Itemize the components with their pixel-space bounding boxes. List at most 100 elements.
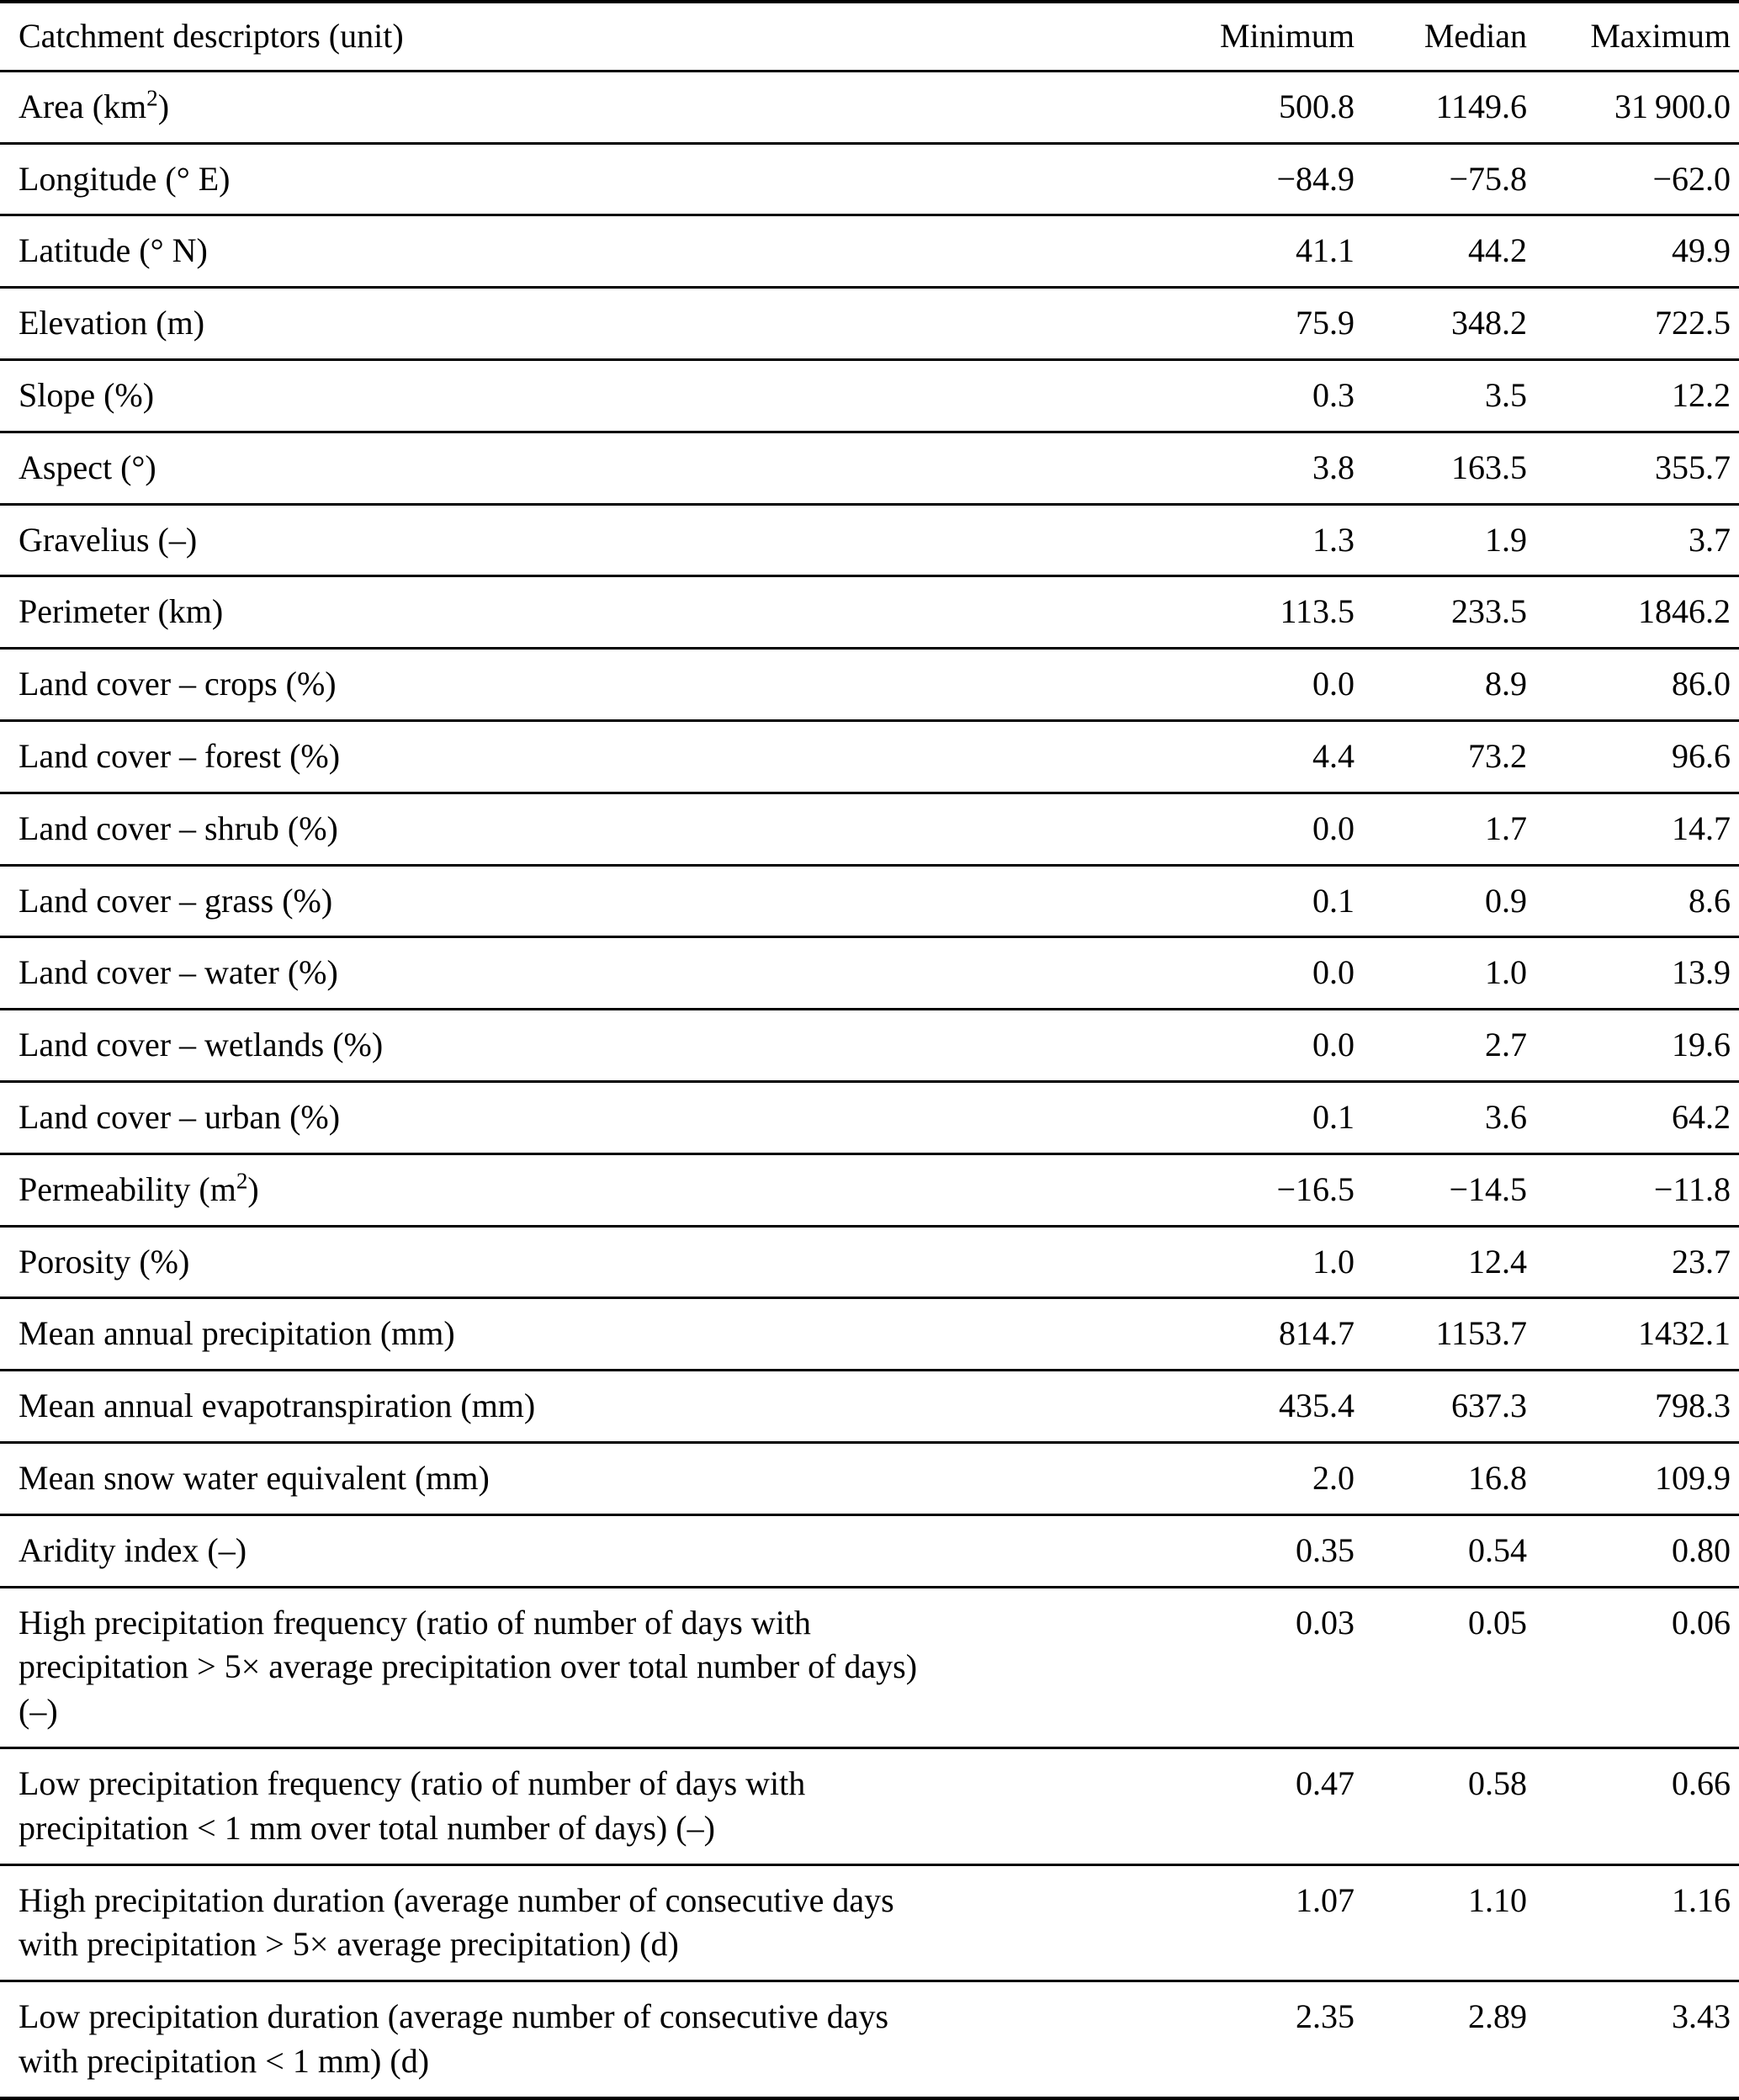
descriptor-cell: Land cover – crops (%)	[0, 649, 951, 721]
maximum-value: 19.6	[1672, 1026, 1731, 1064]
table-row: Aridity index (–) 0.35 0.54 0.80	[0, 1514, 1739, 1588]
minimum-value: 814.7	[1279, 1314, 1355, 1353]
descriptor-cell: Land cover – urban (%)	[0, 1081, 951, 1153]
median-value: 1153.7	[1435, 1314, 1527, 1353]
table-row: Slope (%) 0.3 3.5 12.2	[0, 359, 1739, 432]
median-value: 0.9	[1485, 881, 1527, 920]
table-row: Mean snow water equivalent (mm) 2.0 16.8…	[0, 1442, 1739, 1515]
descriptor-cell: Longitude (° E)	[0, 143, 951, 215]
descriptor-label: Land cover – water (%)	[19, 953, 338, 992]
descriptor-cell: Mean annual precipitation (mm)	[0, 1298, 951, 1371]
descriptor-label: Gravelius (–)	[19, 520, 198, 559]
descriptor-label: Low precipitation duration (average numb…	[19, 1997, 889, 2080]
minimum-value: 0.0	[1312, 1026, 1355, 1064]
table-row: Land cover – forest (%) 4.4 73.2 96.6	[0, 720, 1739, 793]
minimum-value: 0.0	[1312, 665, 1355, 703]
maximum-value: 14.7	[1672, 809, 1731, 847]
table-row: Land cover – wetlands (%) 0.0 2.7 19.6	[0, 1010, 1739, 1082]
maximum-value: 13.9	[1672, 953, 1731, 992]
maximum-value: 86.0	[1672, 665, 1731, 703]
descriptor-label: Land cover – grass (%)	[19, 881, 333, 920]
minimum-value: 0.0	[1312, 809, 1355, 847]
descriptor-cell: Permeability (m2)	[0, 1153, 951, 1226]
descriptor-label: Area (km	[19, 87, 147, 125]
median-value: 8.9	[1485, 665, 1527, 703]
maximum-value: 31 900.0	[1614, 87, 1731, 125]
table-row: Land cover – urban (%) 0.1 3.6 64.2	[0, 1081, 1739, 1154]
minimum-value: 0.1	[1312, 1097, 1355, 1136]
median-value: 637.3	[1451, 1387, 1527, 1425]
table-row: Permeability (m2) −16.5 −14.5 −11.8	[0, 1153, 1739, 1227]
minimum-value: 1.07	[1296, 1880, 1355, 1919]
maximum-value: 722.5	[1655, 304, 1731, 342]
table-row: Perimeter (km) 113.5 233.5 1846.2	[0, 576, 1739, 649]
descriptor-label: Mean snow water equivalent (mm)	[19, 1458, 490, 1497]
table-row: Gravelius (–) 1.3 1.9 3.7	[0, 504, 1739, 576]
table-row: Porosity (%) 1.0 12.4 23.7	[0, 1226, 1739, 1298]
descriptor-cell: Land cover – water (%)	[0, 937, 951, 1010]
descriptor-label: Longitude (° E)	[19, 159, 231, 198]
maximum-value: 1432.1	[1638, 1314, 1731, 1353]
maximum-value: 12.2	[1672, 375, 1731, 414]
maximum-value: 3.7	[1689, 520, 1731, 559]
maximum-value: 3.43	[1672, 1997, 1731, 2036]
minimum-value: 2.35	[1296, 1997, 1355, 2036]
maximum-value: 1846.2	[1638, 592, 1731, 631]
median-value: 2.7	[1485, 1026, 1527, 1064]
maximum-value: 8.6	[1689, 881, 1731, 920]
descriptor-cell: Low precipitation frequency (ratio of nu…	[0, 1747, 951, 1864]
descriptor-cell: Land cover – wetlands (%)	[0, 1010, 951, 1082]
minimum-value: 0.0	[1312, 953, 1355, 992]
maximum-value: 0.06	[1672, 1603, 1731, 1641]
descriptor-label: Slope (%)	[19, 375, 155, 414]
descriptor-label: Land cover – shrub (%)	[19, 809, 338, 847]
column-header-minimum: Minimum	[1219, 17, 1355, 55]
column-header-maximum: Maximum	[1590, 17, 1731, 55]
minimum-value: 1.3	[1312, 520, 1355, 559]
maximum-value: 49.9	[1672, 231, 1731, 270]
maximum-value: 64.2	[1672, 1097, 1731, 1136]
minimum-value: 0.1	[1312, 881, 1355, 920]
maximum-value: 109.9	[1655, 1458, 1731, 1497]
descriptor-cell: Area (km2)	[0, 71, 951, 143]
maximum-value: 1.16	[1672, 1880, 1731, 1919]
descriptor-label-suffix: )	[247, 1169, 259, 1208]
column-header-descriptor: Catchment descriptors (unit)	[19, 17, 404, 55]
minimum-value: 0.35	[1296, 1530, 1355, 1569]
median-value: 0.58	[1468, 1763, 1527, 1802]
table-row: High precipitation duration (average num…	[0, 1864, 1739, 1981]
minimum-value: 41.1	[1296, 231, 1355, 270]
minimum-value: 0.3	[1312, 375, 1355, 414]
descriptor-label: High precipitation duration (average num…	[19, 1880, 894, 1964]
descriptor-cell: Latitude (° N)	[0, 215, 951, 288]
descriptor-label: Aridity index (–)	[19, 1530, 247, 1569]
descriptor-cell: Gravelius (–)	[0, 504, 951, 576]
median-value: −14.5	[1449, 1169, 1527, 1208]
column-header-median: Median	[1424, 17, 1527, 55]
descriptor-cell: High precipitation frequency (ratio of n…	[0, 1587, 951, 1747]
descriptor-cell: Land cover – forest (%)	[0, 720, 951, 793]
minimum-value: 113.5	[1280, 592, 1355, 631]
median-value: 0.05	[1468, 1603, 1527, 1641]
descriptor-label: Elevation (m)	[19, 304, 205, 342]
median-value: 1.0	[1485, 953, 1527, 992]
minimum-value: 1.0	[1312, 1242, 1355, 1281]
descriptor-label: Latitude (° N)	[19, 231, 208, 270]
minimum-value: 2.0	[1312, 1458, 1355, 1497]
minimum-value: −16.5	[1276, 1169, 1355, 1208]
descriptor-cell: Mean snow water equivalent (mm)	[0, 1442, 951, 1514]
minimum-value: 435.4	[1279, 1387, 1355, 1425]
maximum-value: 798.3	[1655, 1387, 1731, 1425]
descriptor-label: Porosity (%)	[19, 1242, 190, 1281]
descriptor-cell: Aspect (°)	[0, 432, 951, 504]
table-row: Latitude (° N) 41.1 44.2 49.9	[0, 215, 1739, 288]
descriptor-cell: High precipitation duration (average num…	[0, 1864, 951, 1981]
descriptor-cell: Slope (%)	[0, 359, 951, 432]
table-row: Low precipitation duration (average numb…	[0, 1981, 1739, 2098]
median-value: 12.4	[1468, 1242, 1527, 1281]
descriptor-label: Land cover – urban (%)	[19, 1097, 341, 1136]
median-value: 2.89	[1468, 1997, 1527, 2036]
maximum-value: 0.80	[1672, 1530, 1731, 1569]
